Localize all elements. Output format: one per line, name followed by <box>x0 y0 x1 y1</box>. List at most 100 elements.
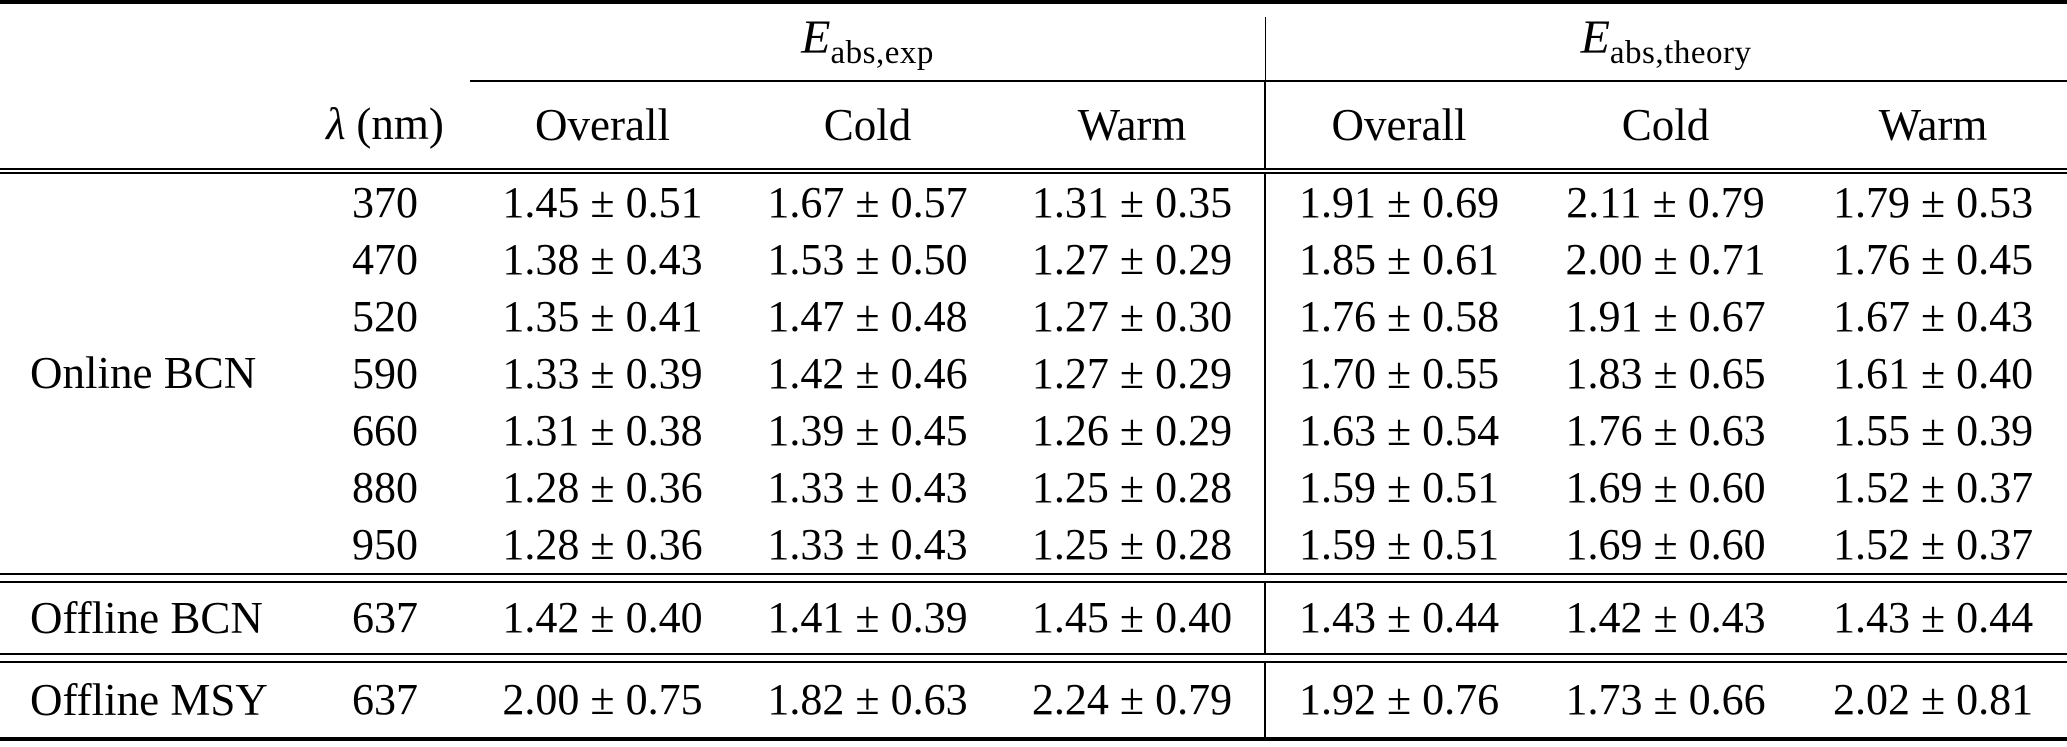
section-divider <box>0 653 2067 663</box>
value-cell: 1.28 ± 0.36 <box>502 462 703 512</box>
value-cell: 1.43 ± 0.44 <box>1832 593 2034 642</box>
value-cell: 1.33 ± 0.43 <box>767 462 968 512</box>
value-cell: 1.83 ± 0.65 <box>1565 348 1766 398</box>
value-cell: 1.27 ± 0.29 <box>1031 348 1233 398</box>
value-cell: 1.26 ± 0.29 <box>1031 405 1233 455</box>
lambda-value: 880 <box>352 462 418 512</box>
e-symbol: E <box>801 11 831 64</box>
value-cell: 1.47 ± 0.48 <box>767 291 968 341</box>
subheader-warm-exp: Warm <box>1077 99 1187 150</box>
value-cell: 1.79 ± 0.53 <box>1832 177 2034 227</box>
value-cell: 1.25 ± 0.28 <box>1031 462 1233 512</box>
value-cell: 1.76 ± 0.45 <box>1832 234 2034 284</box>
value-cell: 2.11 ± 0.79 <box>1566 177 1765 227</box>
table-header: Eabs,exp Eabs,theory λ (nm) Overall Cold … <box>0 2 2067 169</box>
divider-rule <box>0 573 2067 583</box>
value-cell: 1.91 ± 0.69 <box>1264 173 1533 231</box>
lambda-value: 470 <box>352 234 418 284</box>
value-cell: 1.31 ± 0.35 <box>1031 177 1233 227</box>
value-cell: 1.42 ± 0.46 <box>767 348 968 398</box>
subheader-warm-theory: Warm <box>1878 99 1988 150</box>
row-label-offline-msy: Offline MSY <box>30 674 268 725</box>
e-symbol: E <box>1580 11 1610 64</box>
value-cell: 1.42 ± 0.43 <box>1565 593 1766 642</box>
value-cell: 1.63 ± 0.54 <box>1264 402 1533 459</box>
value-cell: 1.45 ± 0.51 <box>502 177 703 227</box>
value-cell: 1.92 ± 0.76 <box>1264 662 1533 739</box>
value-cell: 1.76 ± 0.63 <box>1565 405 1766 455</box>
e-subscript: abs,exp <box>830 35 934 71</box>
value-cell: 1.82 ± 0.63 <box>767 675 968 724</box>
group-header-row: Eabs,exp Eabs,theory <box>0 2 2067 82</box>
value-cell: 2.02 ± 0.81 <box>1832 675 2034 724</box>
section-divider <box>0 573 2067 583</box>
section-offline-msy: Offline MSY 637 2.00 ± 0.75 1.82 ± 0.63 … <box>0 662 2067 739</box>
value-cell: 1.33 ± 0.39 <box>502 348 703 398</box>
lambda-value: 370 <box>352 177 418 227</box>
value-cell: 1.45 ± 0.40 <box>1031 593 1233 642</box>
lambda-value: 637 <box>352 675 418 724</box>
value-cell: 2.00 ± 0.71 <box>1565 234 1766 284</box>
subheader-cold-theory: Cold <box>1621 99 1710 150</box>
value-cell: 1.27 ± 0.30 <box>1031 291 1233 341</box>
value-cell: 1.61 ± 0.40 <box>1832 348 2034 398</box>
table-row: 660 1.31 ± 0.38 1.39 ± 0.45 1.26 ± 0.29 … <box>0 402 2067 459</box>
table-row: Online BCN 370 1.45 ± 0.51 1.67 ± 0.57 1… <box>0 173 2067 396</box>
lambda-value: 660 <box>352 405 418 455</box>
value-cell: 1.41 ± 0.39 <box>767 593 968 642</box>
divider-rule <box>0 168 2067 174</box>
lambda-value: 637 <box>352 593 418 642</box>
table-row: 880 1.28 ± 0.36 1.33 ± 0.43 1.25 ± 0.28 … <box>0 459 2067 516</box>
value-cell: 1.27 ± 0.29 <box>1031 234 1233 284</box>
subheader-overall-exp: Overall <box>535 99 670 150</box>
value-cell: 1.76 ± 0.58 <box>1264 288 1533 345</box>
value-cell: 1.39 ± 0.45 <box>767 405 968 455</box>
value-cell: 1.70 ± 0.55 <box>1264 345 1533 402</box>
value-cell: 1.67 ± 0.43 <box>1832 291 2034 341</box>
lambda-symbol: λ <box>326 99 346 149</box>
value-cell: 2.24 ± 0.79 <box>1031 675 1233 724</box>
value-cell: 1.25 ± 0.28 <box>1031 519 1233 569</box>
divider-rule <box>0 653 2067 663</box>
row-label-online-bcn: Online BCN <box>30 348 257 398</box>
value-cell: 1.31 ± 0.38 <box>502 405 703 455</box>
table-row: 590 1.33 ± 0.39 1.42 ± 0.46 1.27 ± 0.29 … <box>0 345 2067 402</box>
value-cell: 1.91 ± 0.67 <box>1565 291 1766 341</box>
header-divider <box>0 168 2067 174</box>
value-cell: 1.33 ± 0.43 <box>767 519 968 569</box>
value-cell: 1.73 ± 0.66 <box>1565 675 1766 724</box>
value-cell: 1.67 ± 0.57 <box>767 177 968 227</box>
lambda-value: 590 <box>352 348 418 398</box>
value-cell: 1.69 ± 0.60 <box>1565 462 1766 512</box>
table-row: 470 1.38 ± 0.43 1.53 ± 0.50 1.27 ± 0.29 … <box>0 231 2067 288</box>
value-cell: 1.52 ± 0.37 <box>1832 462 2034 512</box>
lambda-value: 520 <box>352 291 418 341</box>
value-cell: 1.43 ± 0.44 <box>1264 582 1533 654</box>
value-cell: 1.35 ± 0.41 <box>502 291 703 341</box>
value-cell: 1.69 ± 0.60 <box>1565 519 1766 569</box>
lambda-unit: (nm) <box>356 99 444 149</box>
blank-header-cell <box>0 2 470 81</box>
lambda-header: λ (nm) <box>300 81 470 169</box>
table-row: 950 1.28 ± 0.36 1.33 ± 0.43 1.25 ± 0.28 … <box>0 516 2067 574</box>
value-cell: 1.42 ± 0.40 <box>502 593 703 642</box>
value-cell: 1.85 ± 0.61 <box>1264 231 1533 288</box>
section-offline-bcn: Offline BCN 637 1.42 ± 0.40 1.41 ± 0.39 … <box>0 582 2067 654</box>
group-header-eabs-theory: Eabs,theory <box>1265 2 2067 82</box>
subheader-cold-exp: Cold <box>823 99 912 150</box>
value-cell: 1.52 ± 0.37 <box>1832 519 2034 569</box>
value-cell: 1.59 ± 0.51 <box>1264 516 1533 574</box>
value-cell: 1.53 ± 0.50 <box>767 234 968 284</box>
e-subscript: abs,theory <box>1609 35 1752 71</box>
value-cell: 1.38 ± 0.43 <box>502 234 703 284</box>
value-cell: 2.00 ± 0.75 <box>502 675 703 724</box>
row-label-offline-bcn: Offline BCN <box>30 592 263 643</box>
table-row: Offline MSY 637 2.00 ± 0.75 1.82 ± 0.63 … <box>0 662 2067 739</box>
value-cell: 1.55 ± 0.39 <box>1832 405 2034 455</box>
value-cell: 1.59 ± 0.51 <box>1264 459 1533 516</box>
value-cell: 1.28 ± 0.36 <box>502 519 703 569</box>
table-row: Offline BCN 637 1.42 ± 0.40 1.41 ± 0.39 … <box>0 582 2067 654</box>
group-header-eabs-exp: Eabs,exp <box>470 2 1266 82</box>
lambda-value: 950 <box>352 519 418 569</box>
